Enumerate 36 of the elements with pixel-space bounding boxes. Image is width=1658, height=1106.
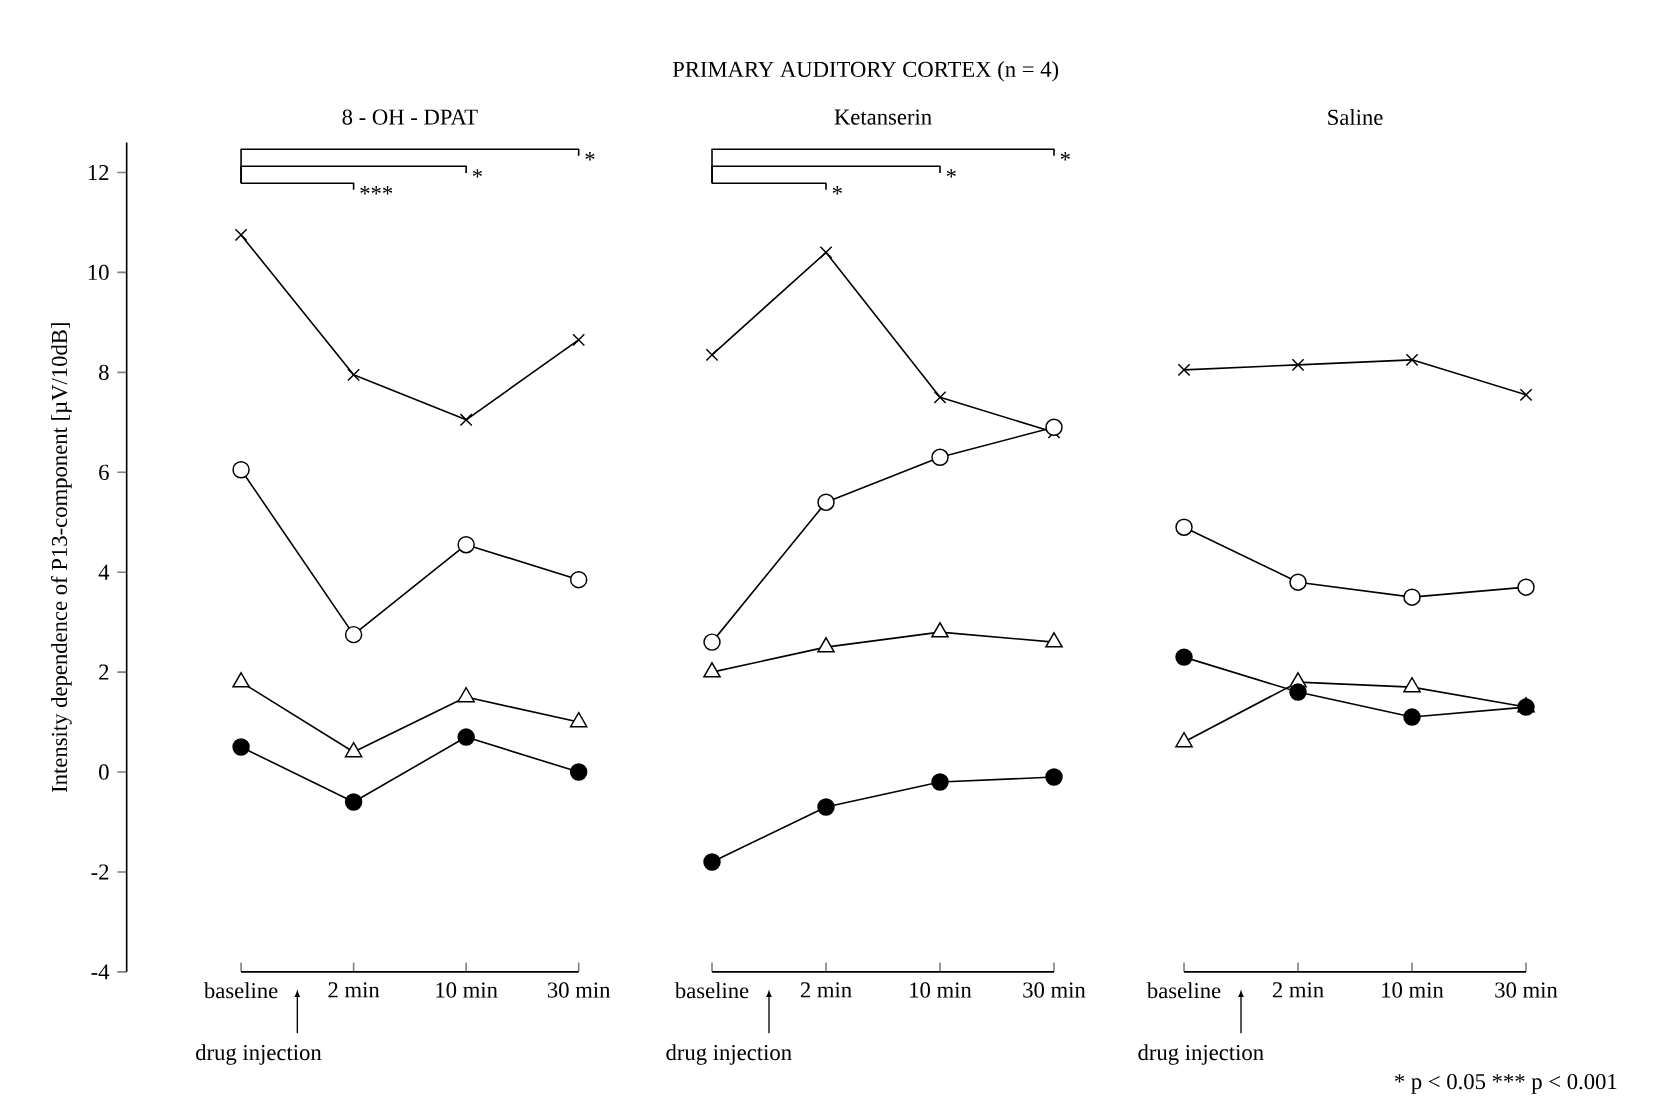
text: drug injection xyxy=(196,1044,322,1065)
annotation: *** xyxy=(360,186,393,195)
x-tick-label: 30 min xyxy=(547,982,611,998)
text: * xyxy=(1060,152,1070,161)
chart-subtitle: Ketanserin xyxy=(834,109,932,125)
text: * xyxy=(585,152,595,161)
y-tick-label: -4 xyxy=(91,964,110,980)
x-tick-label: 30 min xyxy=(1023,982,1086,998)
y-tick-label: -2 xyxy=(91,864,109,880)
text: drug injection xyxy=(666,1044,792,1065)
x-tick-label: 10 min xyxy=(1382,982,1444,998)
x-tick-label: 2 min xyxy=(800,982,852,998)
x-tick-label: 30 min xyxy=(1495,982,1558,998)
x-tick-label: baseline xyxy=(1146,982,1221,999)
y-tick-label: 12 xyxy=(88,164,109,180)
y-tick-label: 8 xyxy=(99,364,109,380)
x-tick-label: 10 min xyxy=(436,982,498,998)
x-tick-label: baseline xyxy=(203,982,278,999)
chart-subtitle: Saline xyxy=(1328,109,1383,126)
annotation: * xyxy=(946,169,956,178)
x-tick-label: 2 min xyxy=(1272,982,1324,998)
chart-subtitle: 8 - OH - DPAT xyxy=(342,109,478,125)
x-tick-label: 10 min xyxy=(910,982,972,998)
y-tick-label: 0 xyxy=(99,764,109,780)
y-tick-label: 2 xyxy=(99,664,109,680)
x-tick-label: 2 min xyxy=(328,982,380,998)
text: * p < 0.05 *** p < 0.001 xyxy=(1394,1073,1617,1094)
annotation: * xyxy=(472,169,482,178)
y-axis-title: Intensity dependence of P13-component [µV/10dB] xyxy=(50,323,72,793)
text: drug injection xyxy=(1138,1044,1264,1065)
annotation: * xyxy=(832,186,842,195)
y-tick-label: 6 xyxy=(99,464,109,480)
y-tick-label: 4 xyxy=(98,564,110,580)
chart-title: PRIMARY AUDITORY CORTEX (n = 4) xyxy=(672,61,1059,82)
x-tick-label: baseline xyxy=(674,982,749,999)
y-tick-label: 10 xyxy=(88,264,109,281)
